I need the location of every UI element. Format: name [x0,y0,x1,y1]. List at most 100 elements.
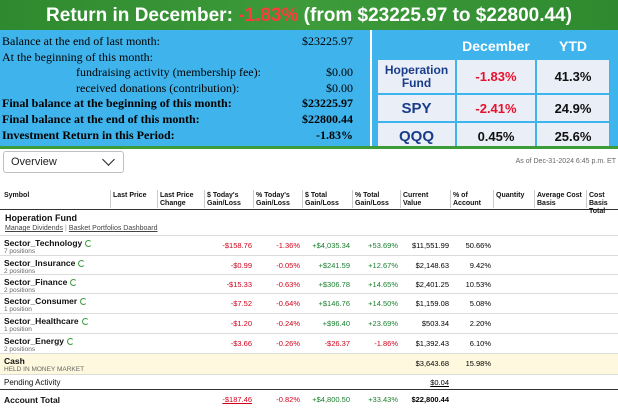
qqq-december: 0.45% [457,123,535,149]
row-name[interactable]: Sector_Healthcare [4,316,79,326]
qqq-ytd: 25.6% [537,123,609,149]
current-value: $2,401.25 [415,280,449,289]
col-symbol[interactable]: Symbol [4,192,30,199]
today-gain-dollar: -$0.99 [230,261,252,270]
col-current-value[interactable]: Current Value [403,192,429,207]
refresh-icon [85,240,93,247]
current-value: $11,551.99 [412,241,449,250]
view-select-value: Overview [11,156,57,168]
today-gain-dollar: -$15.33 [226,280,252,289]
pct-of-account: 6.10% [469,339,491,348]
table-row[interactable]: Sector_Finance 2 positions -$15.33 -0.63… [0,274,618,294]
balance-summary: Balance at the end of last month: $23225… [0,30,370,146]
pct-of-account: 5.08% [469,299,491,308]
col-today-gain-dollar[interactable]: $ Today's Gain/Loss [207,192,241,207]
pct-of-account: 10.53% [465,280,491,289]
spy-name: SPY [378,95,455,121]
table-row[interactable]: Sector_Consumer 1 position -$7.52 -0.64%… [0,293,618,313]
col-total-gain-pct[interactable]: % Total Gain/Loss [355,192,389,207]
col-total-gain-dollar[interactable]: $ Total Gain/Loss [305,192,339,207]
row-name[interactable]: Sector_Finance [4,277,68,287]
today-gain-pct: -0.63% [276,280,300,289]
basket-dashboard-link[interactable]: Basket Portfolios Dashboard [68,225,158,232]
table-header: Symbol Last Price Last Price Change $ To… [0,190,618,215]
summary-label: Final balance at the end of this month: [2,111,200,126]
total-gain-dollar: -$26.37 [324,339,350,348]
summary-row: fundraising activity (membership fee): $… [0,65,370,81]
total-gain-pct: +23.69% [368,319,398,328]
today-gain-dollar: -$1.20 [230,319,252,328]
total-gain-dollar: +$241.59 [318,261,351,270]
col-pct-account[interactable]: % of Account [453,192,481,207]
row-positions: 2 positions [4,268,36,275]
today-gain-pct: -0.05% [276,261,300,270]
col-cost-total[interactable]: Cost Basis Total [589,192,608,215]
refresh-icon [67,338,74,345]
summary-value: -1.83% [316,127,353,142]
table-row[interactable]: Sector_Insurance 2 positions -$0.99 -0.0… [0,255,618,275]
col-quantity[interactable]: Quantity [496,192,525,199]
fund-name: Hoperation Fund [378,60,455,93]
table-row[interactable]: Sector_Technology 7 positions -$158.76 -… [0,235,618,255]
summary-row: At the beginning of this month: [0,50,370,66]
total-gain-dollar: +$96.40 [322,319,350,328]
total-gain-dollar: +$306.78 [318,280,351,289]
col-last-price-change[interactable]: Last Price Change [160,192,194,207]
manage-dividends-link[interactable]: Manage Dividends [5,225,63,232]
summary-row: Balance at the end of last month: $23225… [0,34,370,50]
cash-value: $3,643.68 [415,359,449,368]
header-ytd: YTD [537,34,609,58]
today-gain-dollar: -$7.52 [230,299,252,308]
cash-sub: HELD IN MONEY MARKET [4,366,85,373]
banner-prefix: Return in December: [46,5,233,26]
summary-label: At the beginning of this month: [2,49,153,64]
table-row[interactable]: Sector_Healthcare 1 position -$1.20 -0.2… [0,313,618,333]
summary-row: Final balance at the beginning of this m… [0,96,370,112]
chevron-down-icon [102,153,115,166]
pending-value[interactable]: $0.04 [430,378,449,387]
col-last-price[interactable]: Last Price [113,192,147,199]
view-select[interactable]: Overview [3,151,124,173]
total-gain-dollar: +$146.76 [318,299,351,308]
summary-value: $23225.97 [302,96,353,111]
row-name[interactable]: Sector_Consumer [4,296,78,306]
row-positions: 7 positions [4,248,36,255]
col-today-gain-pct[interactable]: % Today's Gain/Loss [256,192,290,207]
cash-row[interactable]: Cash HELD IN MONEY MARKET $3,643.68 15.9… [0,353,618,374]
row-name[interactable]: Sector_Technology [4,238,83,248]
summary-label: Balance at the end of last month: [2,34,160,48]
group-links: Manage Dividends | Basket Portfolios Dashb… [5,225,158,232]
total-current-value: $22,800.44 [411,395,449,404]
cash-name[interactable]: Cash [4,356,25,366]
row-name[interactable]: Sector_Insurance [4,258,76,268]
today-gain-pct: -1.36% [276,241,300,250]
pct-of-account: 50.66% [465,241,491,250]
refresh-icon [80,298,88,305]
return-banner: Return in December: -1.83% (from $23225.… [0,0,618,30]
summary-row: Final balance at the end of this month: … [0,112,370,128]
col-avg-cost[interactable]: Average Cost Basis [537,192,582,207]
row-name[interactable]: Sector_Energy [4,336,64,346]
pending-name: Pending Activity [4,378,61,387]
pending-row: Pending Activity $0.04 [0,374,618,389]
refresh-icon [81,318,89,325]
total-gain-dollar-sum: +$4,800.50 [312,395,350,404]
qqq-name: QQQ [378,123,455,149]
summary-label: fundraising activity (membership fee): [76,65,261,80]
summary-value: $22800.44 [302,111,353,126]
summary-value: $0.00 [326,80,353,95]
total-gain-pct-sum: +33.43% [368,395,398,404]
spy-ytd: 24.9% [537,95,609,121]
current-value: $1,159.08 [415,299,449,308]
group-title: Hoperation Fund [5,213,77,223]
return-comparison: December YTD Hoperation Fund -1.83% 41.3… [372,30,618,149]
header-december: December [457,34,535,58]
total-gain-pct: -1.86% [374,339,398,348]
row-positions: 1 position [4,306,32,313]
today-gain-dollar: -$3.66 [230,339,252,348]
row-positions: 2 positions [4,287,36,294]
fund-ytd: 41.3% [537,60,609,93]
summary-label: received donations (contribution): [76,80,240,95]
table-row[interactable]: Sector_Energy 2 positions -$3.66 -0.26% … [0,333,618,353]
today-gain-pct: -0.64% [276,299,300,308]
